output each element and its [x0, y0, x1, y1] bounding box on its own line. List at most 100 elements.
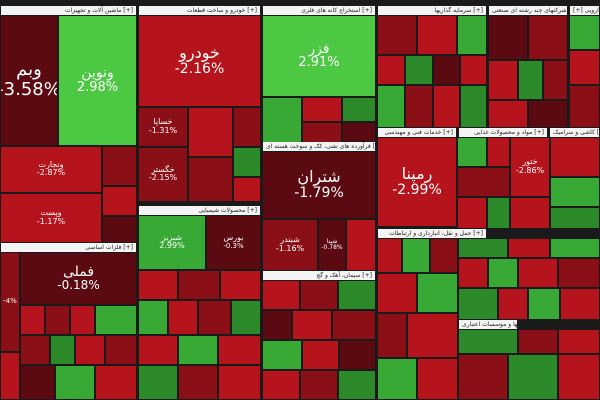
stock-tile[interactable]: خگستر -2.15%: [138, 147, 188, 202]
sector-header-services[interactable]: خدمات فنی و مهندسی [+]: [377, 128, 457, 137]
stock-tile[interactable]: [70, 305, 95, 335]
stock-tile[interactable]: [417, 358, 458, 400]
stock-tile[interactable]: [20, 305, 45, 335]
stock-tile[interactable]: [55, 365, 95, 400]
stock-tile[interactable]: خساپا -1.31%: [138, 107, 188, 147]
stock-tile[interactable]: [430, 238, 458, 273]
stock-tile[interactable]: [550, 137, 600, 177]
stock-tile[interactable]: [460, 55, 487, 85]
stock-tile[interactable]: [231, 300, 261, 335]
stock-tile[interactable]: [262, 370, 300, 400]
stock-tile[interactable]: وپست -1.17%: [0, 193, 102, 243]
sector-header-multi[interactable]: شرکتهای چند رشته ای صنعتی [+]: [488, 6, 568, 15]
stock-tile[interactable]: [262, 340, 302, 370]
stock-tile[interactable]: [102, 186, 137, 216]
stock-tile[interactable]: [487, 197, 510, 229]
stock-tile[interactable]: [50, 335, 75, 365]
stock-tile[interactable]: [233, 147, 261, 177]
stock-tile[interactable]: بورس -0.3%: [206, 215, 261, 270]
stock-tile[interactable]: [218, 335, 261, 365]
stock-tile[interactable]: [0, 352, 20, 400]
stock-tile[interactable]: [528, 100, 568, 128]
stock-tile[interactable]: [508, 354, 558, 400]
stock-tile[interactable]: [558, 354, 600, 400]
stock-tile[interactable]: [528, 15, 568, 60]
sector-header-transport[interactable]: حمل و نقل، انبارداری و ارتباطات [+]: [377, 229, 487, 238]
stock-tile[interactable]: [550, 207, 600, 229]
stock-tile[interactable]: شپنا -0.78%: [318, 219, 346, 271]
stock-tile[interactable]: [339, 340, 376, 370]
stock-tile[interactable]: [402, 238, 430, 273]
stock-tile[interactable]: [560, 288, 600, 320]
stock-tile[interactable]: [220, 270, 261, 300]
stock-tile[interactable]: [543, 60, 568, 100]
stock-tile[interactable]: [262, 280, 300, 310]
stock-tile[interactable]: [498, 288, 528, 320]
stock-tile[interactable]: [457, 167, 510, 197]
stock-tile[interactable]: [292, 310, 332, 340]
stock-tile[interactable]: [338, 370, 376, 400]
stock-tile[interactable]: شتران -1.79%: [262, 151, 376, 219]
stock-tile[interactable]: [569, 15, 600, 50]
sector-header-automotive[interactable]: خودرو و ساخت قطعات [+]: [138, 6, 261, 15]
stock-tile[interactable]: [105, 335, 137, 365]
stock-tile[interactable]: [302, 340, 339, 370]
sector-header-machinery[interactable]: ماشین آلات و تجهیزات [+]: [0, 6, 137, 15]
stock-tile[interactable]: [102, 216, 137, 243]
stock-tile[interactable]: -4%: [0, 252, 20, 352]
stock-tile[interactable]: ونوین 2.98%: [58, 15, 137, 146]
stock-tile[interactable]: [188, 107, 233, 157]
stock-tile[interactable]: [233, 177, 261, 202]
stock-tile[interactable]: [518, 258, 558, 288]
stock-tile[interactable]: [550, 177, 600, 207]
stock-tile[interactable]: [20, 365, 55, 400]
stock-tile[interactable]: [488, 258, 518, 288]
stock-tile[interactable]: [102, 146, 137, 186]
stock-tile[interactable]: [488, 15, 528, 60]
stock-tile[interactable]: رمپنا -2.99%: [377, 137, 457, 227]
sector-header-basemetals[interactable]: فلزات اساسی [+]: [0, 243, 137, 252]
stock-tile[interactable]: [377, 85, 405, 128]
sector-header-oil[interactable]: استخراج کانه های فلزی [+]: [262, 6, 376, 15]
stock-tile[interactable]: [342, 122, 376, 142]
stock-tile[interactable]: [300, 370, 338, 400]
stock-tile[interactable]: [458, 288, 498, 320]
sector-header-refinery[interactable]: فرآورده های نفتی، کک و سوخت هسته ای [+]: [262, 142, 376, 151]
sector-header-metals[interactable]: محصولات شیمیایی [+]: [138, 206, 261, 215]
stock-tile[interactable]: شبریز 2.99%: [138, 215, 206, 270]
stock-tile[interactable]: [377, 313, 407, 358]
stock-tile[interactable]: [488, 100, 528, 128]
stock-tile[interactable]: [188, 157, 233, 202]
stock-tile[interactable]: [487, 137, 510, 167]
stock-tile[interactable]: شبندر -1.16%: [262, 219, 318, 271]
stock-tile[interactable]: [332, 310, 376, 340]
stock-tile[interactable]: ختور -2.86%: [510, 137, 550, 197]
sector-header-pharma[interactable]: [+] مواد و محصولات دارویی: [569, 6, 600, 15]
stock-tile[interactable]: [458, 329, 518, 354]
stock-tile[interactable]: [508, 238, 550, 258]
stock-tile[interactable]: [433, 85, 460, 128]
stock-tile[interactable]: [569, 85, 600, 128]
stock-tile[interactable]: [518, 60, 543, 100]
stock-tile[interactable]: [550, 238, 600, 258]
stock-tile[interactable]: وبم -3.58%: [0, 15, 58, 146]
stock-tile[interactable]: [338, 280, 376, 310]
stock-tile[interactable]: [178, 365, 218, 400]
stock-tile[interactable]: [569, 50, 600, 85]
sector-header-investment[interactable]: سرمایه گذاریها [+]: [377, 6, 487, 15]
stock-tile[interactable]: [75, 335, 105, 365]
stock-tile[interactable]: [457, 197, 487, 229]
sector-header-cement[interactable]: سیمان، آهک و گچ [+]: [262, 271, 376, 280]
stock-tile[interactable]: [433, 55, 460, 85]
sector-header-tiles[interactable]: کاشی و سرامیک [+]: [549, 128, 600, 137]
stock-tile[interactable]: [377, 358, 417, 400]
stock-tile[interactable]: [168, 300, 198, 335]
stock-tile[interactable]: [138, 365, 178, 400]
stock-tile[interactable]: [138, 300, 168, 335]
stock-tile[interactable]: [510, 197, 550, 229]
stock-tile[interactable]: [558, 329, 600, 354]
stock-tile[interactable]: [457, 15, 487, 55]
stock-tile[interactable]: [405, 55, 433, 85]
stock-tile[interactable]: [302, 97, 342, 122]
stock-tile[interactable]: [198, 300, 231, 335]
